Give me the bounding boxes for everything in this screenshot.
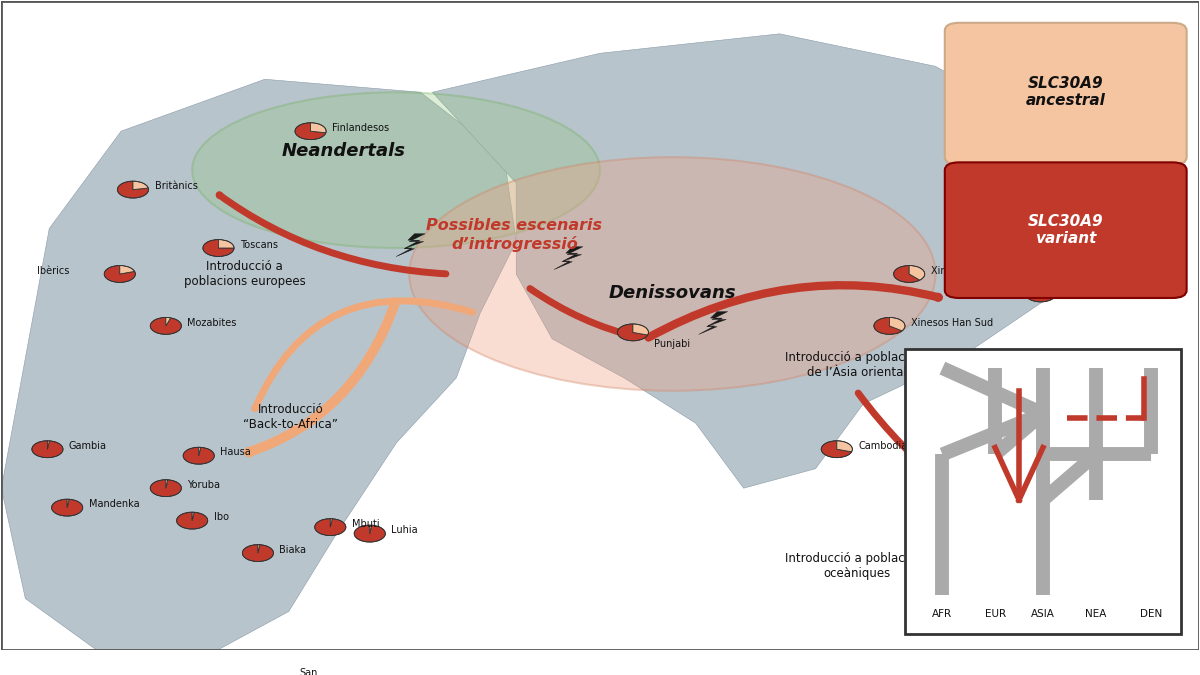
Wedge shape [150, 317, 181, 334]
Wedge shape [314, 518, 346, 535]
Wedge shape [32, 441, 62, 458]
Wedge shape [894, 265, 920, 282]
Text: Mbuti: Mbuti [352, 519, 379, 529]
Wedge shape [199, 448, 200, 456]
Text: Finlandesos: Finlandesos [332, 123, 389, 133]
Wedge shape [176, 512, 208, 529]
Polygon shape [432, 34, 1103, 488]
Text: Ibèrics: Ibèrics [37, 266, 70, 275]
Wedge shape [48, 441, 49, 450]
Text: Biaka: Biaka [280, 545, 306, 555]
FancyArrowPatch shape [858, 393, 1072, 557]
Text: Introducció a poblacions
de l’Àsia oriental: Introducció a poblacions de l’Àsia orien… [785, 351, 929, 379]
Polygon shape [698, 312, 727, 335]
Wedge shape [836, 441, 852, 452]
Text: Japonesos: Japonesos [1062, 286, 1111, 295]
Wedge shape [150, 480, 181, 497]
Text: Introducció a poblacions
oceàniques: Introducció a poblacions oceàniques [785, 552, 929, 580]
Wedge shape [330, 518, 332, 527]
Ellipse shape [192, 92, 600, 248]
Wedge shape [889, 317, 905, 331]
Text: Introducció
“Back-to-Africa”: Introducció “Back-to-Africa” [244, 403, 338, 431]
FancyArrowPatch shape [648, 286, 938, 338]
Wedge shape [258, 545, 260, 553]
Text: Xinesos Han: Xinesos Han [931, 266, 991, 275]
Text: Xinesos Han Sud: Xinesos Han Sud [911, 318, 994, 327]
FancyArrowPatch shape [248, 302, 395, 452]
Wedge shape [192, 512, 194, 520]
FancyArrowPatch shape [530, 288, 638, 338]
Text: SLC30A9
ancestral: SLC30A9 ancestral [1026, 76, 1105, 109]
Wedge shape [874, 317, 902, 334]
Text: AFR: AFR [932, 609, 953, 619]
Wedge shape [295, 123, 326, 140]
Wedge shape [617, 324, 648, 341]
Text: Denissovans: Denissovans [608, 284, 736, 302]
Text: ASIA: ASIA [1031, 609, 1055, 619]
Text: Britànics: Britànics [155, 182, 197, 192]
Wedge shape [1072, 554, 1115, 578]
Ellipse shape [409, 157, 936, 391]
Wedge shape [354, 525, 385, 542]
Text: Mozabites: Mozabites [187, 318, 236, 327]
Text: Ibo: Ibo [214, 512, 229, 522]
Wedge shape [910, 265, 925, 280]
Wedge shape [632, 324, 648, 335]
Text: Mandenka: Mandenka [89, 500, 139, 510]
Polygon shape [1, 79, 516, 651]
Wedge shape [242, 545, 274, 562]
Wedge shape [67, 500, 70, 508]
Text: Luhia: Luhia [391, 525, 418, 535]
Wedge shape [133, 181, 149, 190]
FancyArrowPatch shape [220, 195, 446, 274]
Wedge shape [166, 480, 168, 488]
Wedge shape [52, 500, 83, 516]
Wedge shape [120, 265, 134, 274]
Wedge shape [1082, 554, 1093, 566]
Text: EUR: EUR [984, 609, 1006, 619]
Wedge shape [262, 668, 293, 675]
Text: SLC30A9
variant: SLC30A9 variant [1028, 214, 1104, 246]
Text: Gambia: Gambia [68, 441, 107, 451]
Text: DEN: DEN [1140, 609, 1162, 619]
Wedge shape [1025, 285, 1055, 302]
Text: Introducció a
poblacions europees: Introducció a poblacions europees [184, 260, 306, 288]
Wedge shape [370, 525, 372, 534]
Text: Possibles escenaris
d’introgressió: Possibles escenaris d’introgressió [426, 218, 602, 252]
Polygon shape [396, 234, 425, 256]
Wedge shape [311, 123, 326, 133]
Text: Papús: Papús [1121, 558, 1150, 568]
FancyArrowPatch shape [254, 301, 473, 408]
Wedge shape [203, 240, 234, 256]
Text: Cambodians: Cambodians [858, 441, 919, 451]
Wedge shape [218, 240, 234, 248]
Wedge shape [104, 265, 136, 282]
FancyBboxPatch shape [944, 163, 1187, 298]
Wedge shape [821, 441, 852, 458]
Text: Yoruba: Yoruba [187, 480, 221, 490]
FancyBboxPatch shape [944, 23, 1187, 165]
Polygon shape [554, 247, 583, 269]
Text: Hausa: Hausa [221, 448, 251, 458]
Text: Punjabi: Punjabi [654, 339, 690, 349]
Text: San: San [299, 668, 318, 675]
Text: Toscans: Toscans [240, 240, 278, 250]
FancyBboxPatch shape [905, 348, 1181, 634]
Wedge shape [1040, 285, 1056, 298]
Text: NEA: NEA [1085, 609, 1106, 619]
Wedge shape [118, 181, 149, 198]
Wedge shape [166, 317, 170, 326]
Text: Neandertals: Neandertals [282, 142, 406, 160]
Wedge shape [184, 448, 215, 464]
